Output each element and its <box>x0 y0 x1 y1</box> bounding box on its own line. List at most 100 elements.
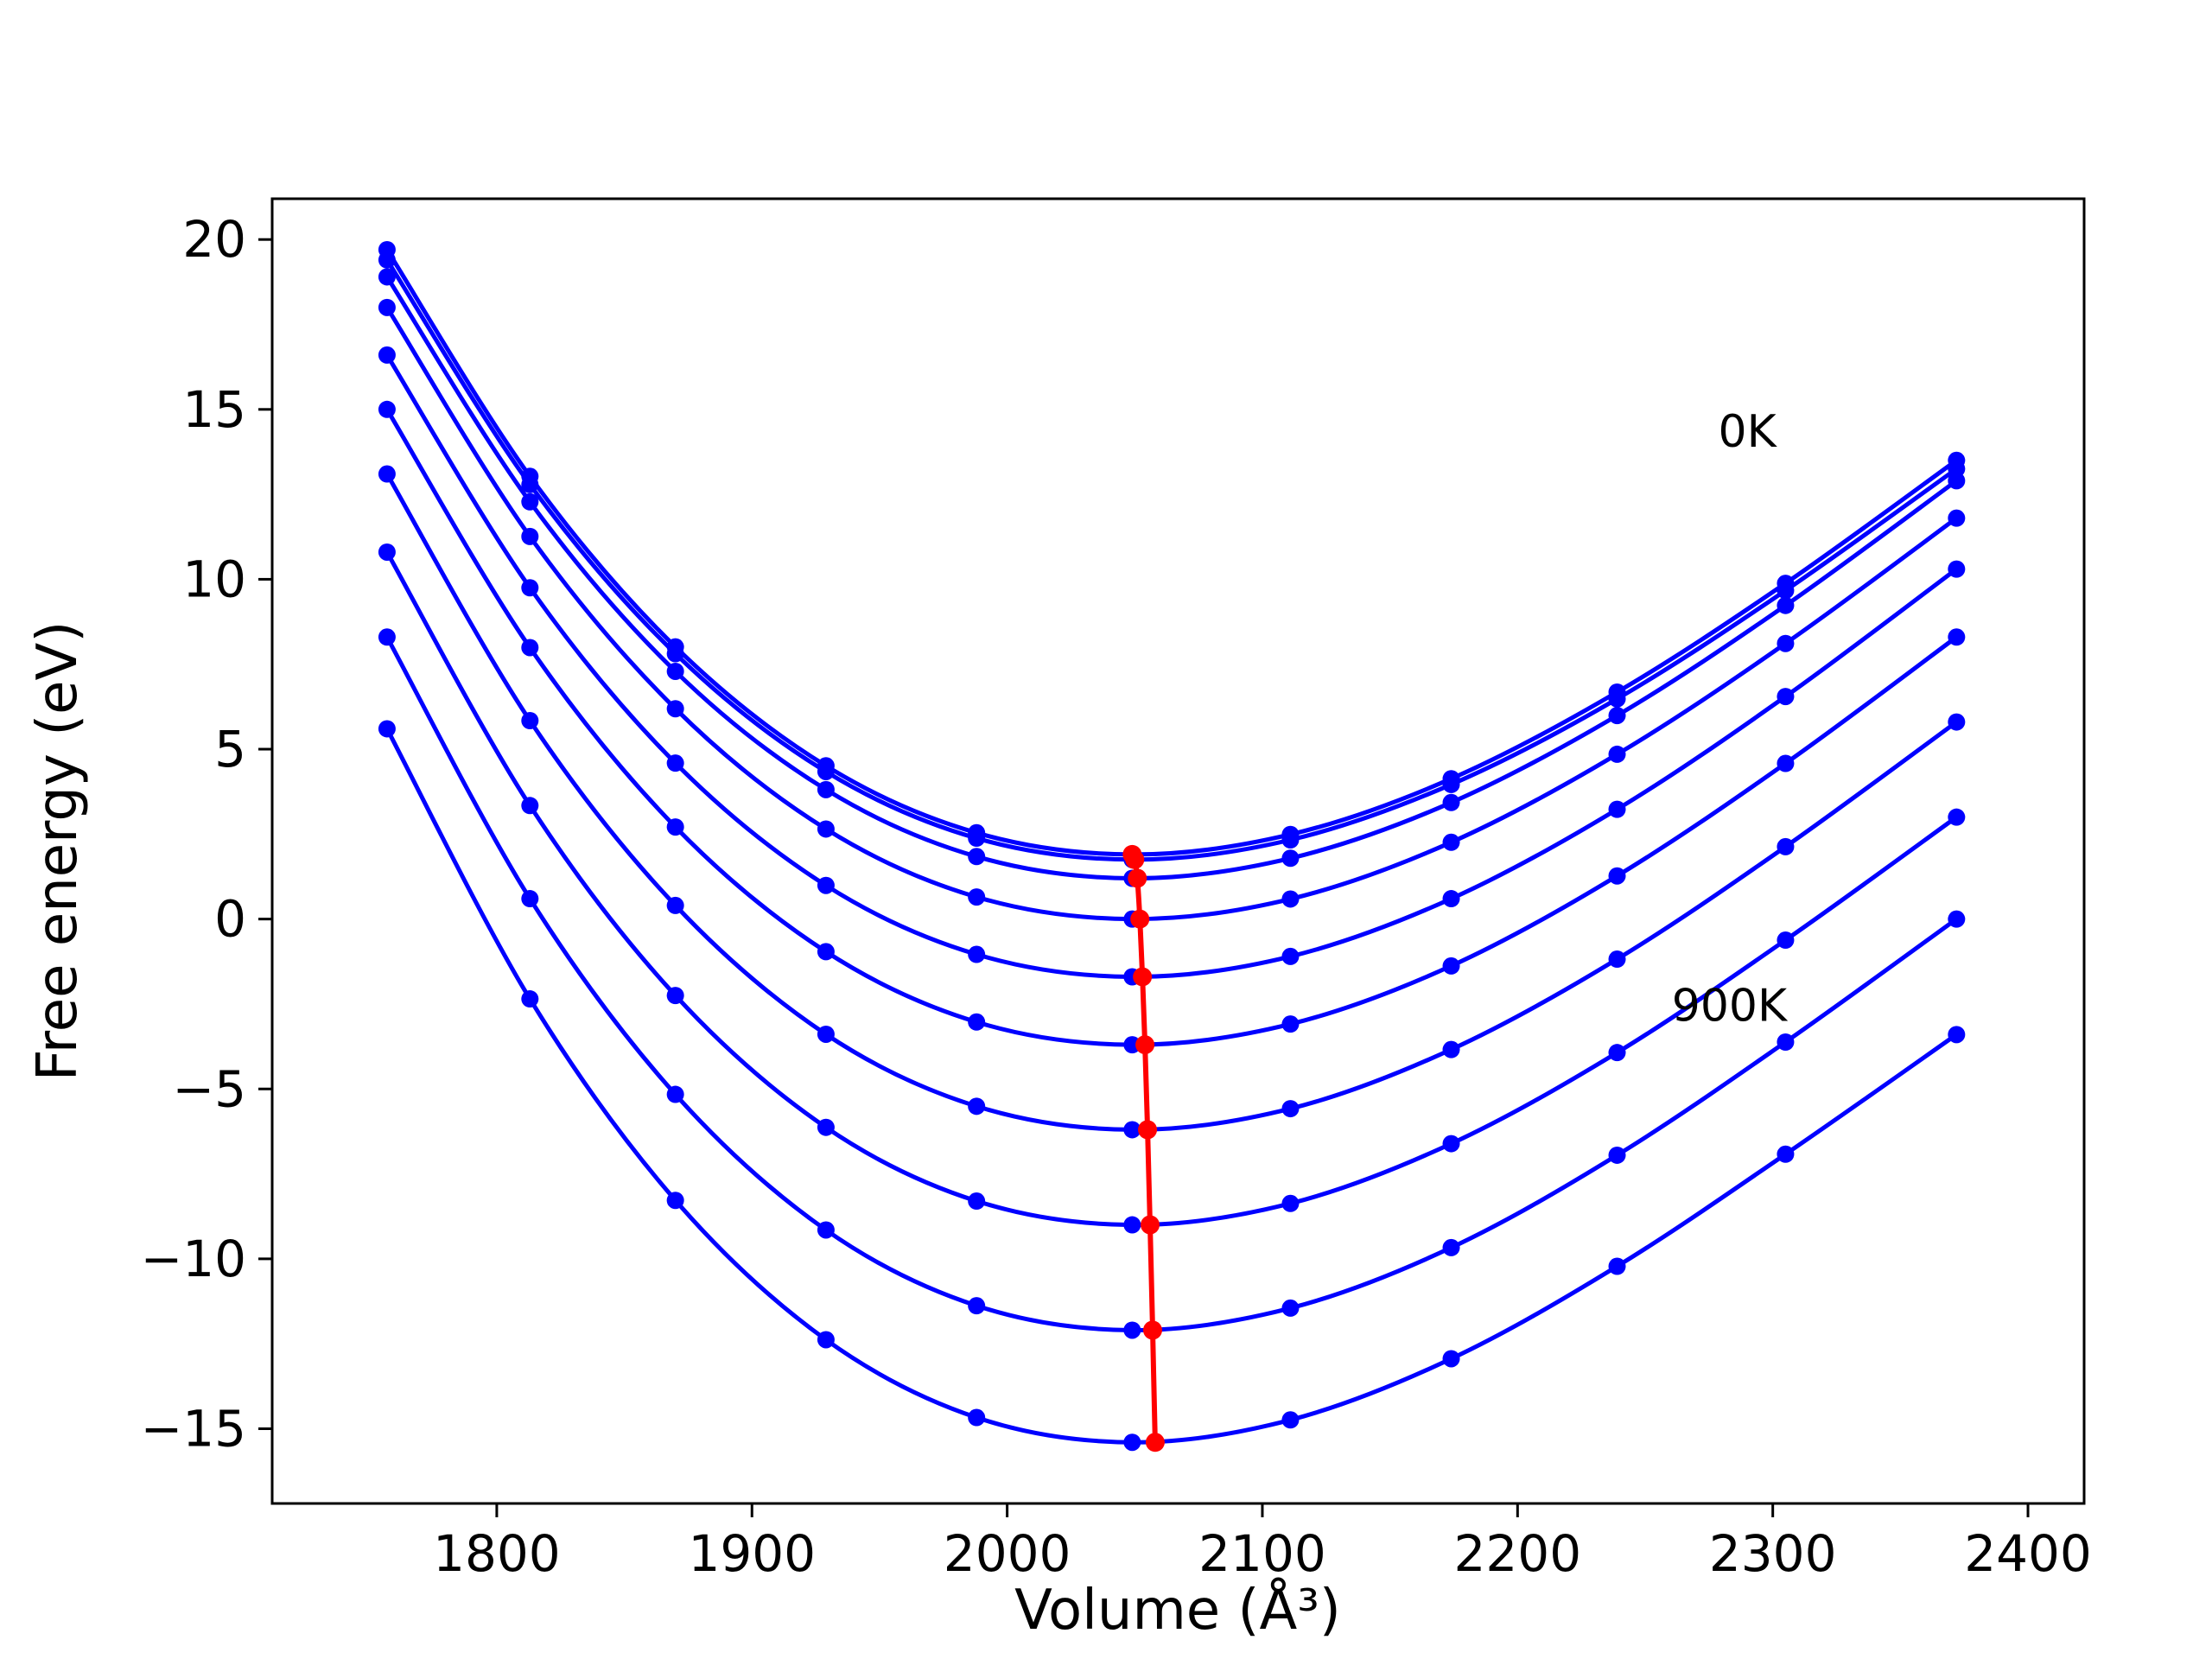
data-point-800K <box>817 1221 835 1239</box>
data-point-400K <box>968 945 986 963</box>
data-point-300K <box>968 888 986 906</box>
y-tick-label: 10 <box>182 550 246 608</box>
data-point-700K <box>1123 1216 1141 1234</box>
free-energy-curve-900K <box>385 728 1958 1445</box>
data-point-500K <box>817 943 835 961</box>
free-energy-curve-200K <box>385 276 1958 881</box>
data-point-100K <box>1948 460 1966 478</box>
data-point-600K <box>817 1025 835 1043</box>
y-tick-label: −15 <box>141 1399 246 1458</box>
data-point-500K <box>1608 867 1626 885</box>
data-point-700K <box>817 1118 835 1136</box>
plot-area: 1800 1900 2000 2100 2200 2300 2400 20 15 10 5 0 −5 −1… <box>141 197 2092 1583</box>
data-point-300K <box>378 298 396 316</box>
data-point-300K <box>521 527 539 545</box>
data-point-300K <box>817 820 835 838</box>
data-point-400K <box>666 754 684 772</box>
y-tick-label: −10 <box>141 1230 246 1288</box>
x-tick-label: 2300 <box>1709 1524 1837 1583</box>
data-point-700K <box>378 543 396 561</box>
data-point-900K <box>1948 1026 1966 1044</box>
data-point-200K <box>817 780 835 798</box>
data-point-500K <box>968 1013 986 1031</box>
x-tick-label: 2200 <box>1454 1524 1582 1583</box>
data-point-500K <box>521 639 539 657</box>
data-point-800K <box>378 628 396 646</box>
annotation-900K: 900K <box>1672 981 1789 1033</box>
data-point-800K <box>1123 1321 1141 1339</box>
data-point-200K <box>521 493 539 511</box>
y-tick-label: 15 <box>182 380 246 439</box>
x-tick-label: 1900 <box>688 1524 816 1583</box>
data-point-900K <box>521 990 539 1008</box>
free-energy-curve-800K <box>385 636 1958 1333</box>
equilibrium-point <box>1141 1215 1160 1235</box>
data-point-600K <box>1442 1040 1460 1058</box>
data-point-600K <box>521 712 539 729</box>
data-point-800K <box>1442 1238 1460 1256</box>
data-point-800K <box>1948 910 1966 928</box>
equilibrium-point <box>1130 909 1150 929</box>
data-point-400K <box>1281 947 1300 965</box>
x-axis-label: Volume (Å³) <box>1014 1577 1341 1643</box>
data-point-100K <box>521 475 539 493</box>
data-point-600K <box>666 896 684 914</box>
data-point-400K <box>1948 560 1966 578</box>
data-point-200K <box>968 848 986 866</box>
data-point-700K <box>1442 1135 1460 1153</box>
data-point-600K <box>1281 1100 1300 1118</box>
equilibrium-point <box>1133 967 1153 987</box>
data-point-800K <box>1777 1033 1795 1051</box>
data-point-600K <box>1948 713 1966 731</box>
data-point-200K <box>1281 849 1300 868</box>
data-point-500K <box>666 818 684 836</box>
data-point-100K <box>817 762 835 780</box>
data-point-100K <box>1777 582 1795 600</box>
data-point-700K <box>666 987 684 1005</box>
data-point-900K <box>666 1192 684 1210</box>
data-point-100K <box>1608 690 1626 708</box>
data-point-700K <box>1777 931 1795 950</box>
data-point-300K <box>1948 509 1966 527</box>
data-point-300K <box>1442 833 1460 851</box>
data-point-800K <box>1281 1299 1300 1317</box>
data-point-800K <box>666 1085 684 1103</box>
data-point-900K <box>968 1408 986 1427</box>
x-tick-label: 2400 <box>1964 1524 2092 1583</box>
data-point-600K <box>1777 837 1795 855</box>
data-point-200K <box>666 662 684 680</box>
data-point-100K <box>1281 831 1300 849</box>
data-point-400K <box>1442 890 1460 908</box>
equilibrium-point <box>1138 1120 1158 1140</box>
data-point-800K <box>1608 1146 1626 1164</box>
data-point-400K <box>817 876 835 894</box>
data-point-900K <box>1608 1257 1626 1275</box>
data-point-300K <box>1608 745 1626 763</box>
data-point-500K <box>1777 754 1795 772</box>
data-point-500K <box>1281 1015 1300 1033</box>
free-energy-curve-500K <box>385 408 1958 1047</box>
y-tick-label: 0 <box>214 890 246 949</box>
x-tick-label: 2100 <box>1198 1524 1326 1583</box>
y-axis-label: Free energy (eV) <box>26 621 90 1082</box>
data-point-900K <box>817 1331 835 1349</box>
free-energy-curve-600K <box>385 473 1958 1132</box>
data-point-100K <box>1442 775 1460 793</box>
data-point-200K <box>1608 707 1626 725</box>
data-point-500K <box>1948 628 1966 646</box>
plot-frame <box>270 197 2086 1505</box>
data-point-800K <box>521 890 539 908</box>
data-point-100K <box>968 830 986 848</box>
data-point-700K <box>1608 1044 1626 1062</box>
data-point-600K <box>378 465 396 483</box>
x-tick-label: 2000 <box>944 1524 1071 1583</box>
data-point-900K <box>1777 1145 1795 1163</box>
data-point-100K <box>378 251 396 269</box>
data-point-700K <box>1948 808 1966 826</box>
data-point-700K <box>1281 1194 1300 1212</box>
data-point-300K <box>1777 634 1795 652</box>
equilibrium-point <box>1125 849 1145 869</box>
data-point-500K <box>1442 957 1460 975</box>
